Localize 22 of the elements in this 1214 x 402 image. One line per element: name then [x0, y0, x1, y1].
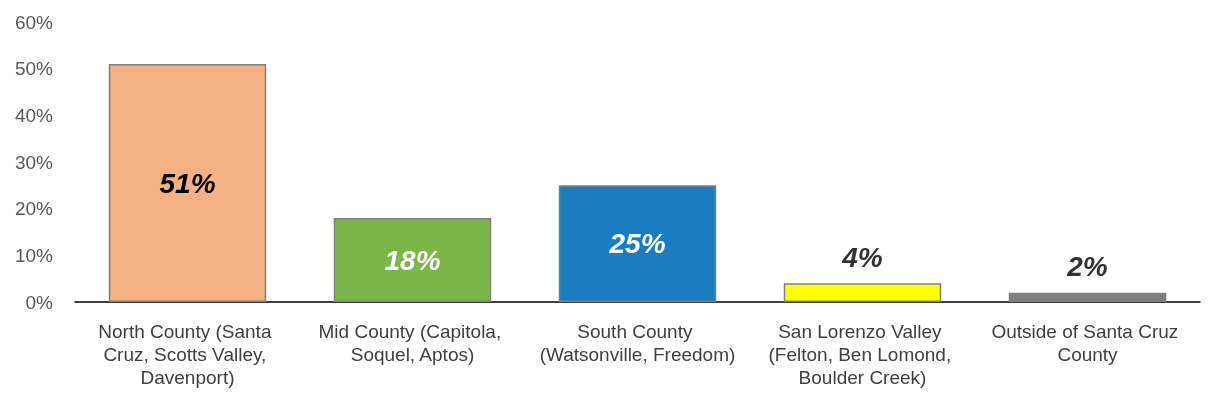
bar [783, 283, 942, 302]
x-tick-label: North County (Santa Cruz, Scotts Valley, Davenport) [98, 321, 277, 388]
data-label: 25% [608, 228, 666, 260]
data-label: 51% [159, 167, 216, 199]
y-tick-label: 10% [14, 244, 54, 266]
bar [1008, 292, 1167, 302]
data-label: 2% [1066, 251, 1108, 283]
data-label: 4% [841, 241, 883, 273]
y-tick-label: 20% [14, 198, 54, 220]
bar [558, 185, 717, 302]
bar [333, 218, 492, 302]
y-tick-label: 40% [14, 104, 54, 126]
y-tick-label: 50% [14, 58, 54, 80]
bar [108, 64, 267, 302]
x-tick-label: San Lorenzo Valley (Felton, Ben Lomond, Boulder Creek) [768, 321, 957, 388]
data-label: 18% [384, 244, 441, 276]
x-tick-label: Outside of Santa Cruz County [991, 321, 1184, 365]
x-tick-label: Mid County (Capitola, Soquel, Aptos) [318, 321, 507, 365]
y-tick-label: 30% [14, 151, 54, 173]
y-tick-label: 60% [14, 11, 54, 33]
y-tick-label: 0% [25, 291, 54, 313]
x-tick-label: South County (Watsonville, Freedom) [539, 321, 736, 365]
